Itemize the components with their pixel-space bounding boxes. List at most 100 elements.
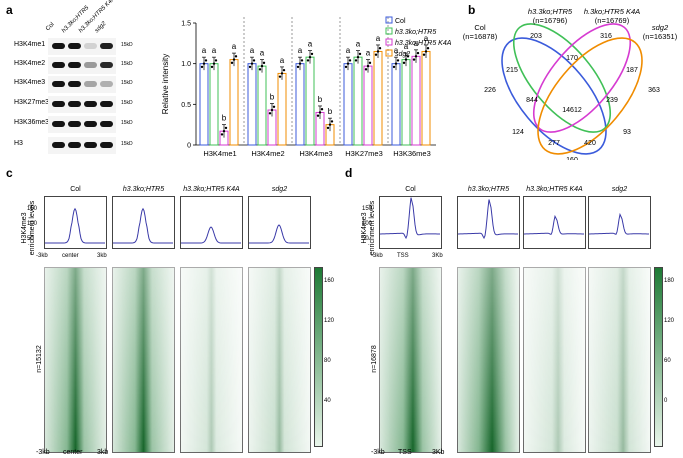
profile-plot [248,196,311,249]
row-count-label: n=15132 [36,345,43,373]
bar [401,59,411,146]
data-point [306,59,310,62]
lane-label: Col [45,21,56,33]
colorbar-tick: 80 [324,358,331,364]
blot-band [68,62,81,68]
data-point [402,61,406,65]
data-point [354,59,358,62]
significance-letter: a [376,34,381,43]
venn-region-count: 187 [626,67,638,74]
blot-strip [48,136,116,154]
blot-band [84,62,97,68]
blot-band [52,101,65,107]
category-label: H3K4me1 [203,149,236,158]
venn-region-count: 226 [484,87,496,94]
blot-band [84,142,97,148]
profile-x-mid: TSS [397,253,409,259]
profile-x-right: 3Kb [432,253,443,259]
data-point [426,47,430,50]
significance-letter: b [328,107,333,116]
legend-label: h3.3ko;HTR5 K4A [395,40,452,47]
data-point [310,52,314,56]
colorbar-tick: 180 [664,278,675,284]
colorbar-tick: 60 [664,358,671,364]
data-point [272,105,276,108]
data-point [396,59,400,62]
bar [373,50,383,146]
data-point [348,59,352,62]
blot-row-label: H3K4me2 [14,60,46,67]
profile-plot [457,196,520,249]
significance-letter: a [250,46,255,55]
significance-letter: a [298,46,303,55]
data-point [330,120,334,123]
profile-plot [44,196,107,249]
blot-strip [48,56,116,74]
data-point [416,51,420,55]
blot-strip [48,95,116,113]
category-label: H3K4me2 [251,149,284,158]
profile-plot [588,196,651,249]
data-point [260,64,264,68]
data-point [414,55,418,58]
data-point [278,75,282,78]
significance-letter: b [270,93,275,102]
y-tick-label: 0.5 [181,102,191,109]
blot-band [52,81,65,87]
lane-label: sdg2 [94,20,108,35]
profile-x-left: -3kb [36,253,48,259]
blot-row-label: H3 [14,140,23,147]
significance-letter: a [346,46,351,55]
data-point [234,55,238,58]
venn-region-count: 93 [623,129,631,136]
blot-band [68,142,81,148]
data-point [346,62,350,65]
blot-band [68,81,81,87]
bar [229,59,239,146]
venn-region-count: 170 [566,55,578,62]
heatmap [588,267,651,453]
venn-set-name: Col [474,23,486,32]
blot-band [84,81,97,87]
data-point [280,72,284,75]
blot-strip [48,115,116,133]
profile-plot [379,196,442,249]
bar [343,63,353,146]
heatmap [523,267,586,453]
data-point [210,65,214,69]
venn-region-count: 844 [526,97,538,104]
sample-title: Col [405,186,416,193]
category-label: H3K36me3 [393,149,431,158]
bar [353,56,363,146]
blot-band [84,101,97,107]
data-point [326,126,330,130]
bar [199,63,209,146]
blot-band [68,43,81,49]
sample-title: h3.3ko;HTR5 [467,186,510,193]
legend-swatch [385,49,393,57]
data-point [404,58,408,61]
blot-strip [48,37,116,55]
y-tick-label: 1.0 [181,61,191,68]
data-point [394,62,398,65]
panel-label-a: a [6,3,13,17]
profile-curve [379,197,441,240]
heatmap [180,267,243,453]
heatmap [112,267,175,453]
venn-set-ellipse [532,23,632,133]
profile-curve [113,207,173,244]
venn-set-ellipse [501,37,607,155]
data-point [250,62,254,65]
profile-curve [181,226,241,244]
data-point [298,62,302,65]
panel-label-b: b [468,3,476,17]
significance-letter: b [318,95,323,104]
significance-letter: a [424,34,429,43]
blot-band [100,121,113,127]
profile-plot [180,196,243,249]
bottom-x-left: -3kb [36,449,50,456]
bar [305,56,315,146]
profile-curve [588,212,650,235]
data-point [262,61,266,65]
panel-label-d: d [345,166,353,180]
